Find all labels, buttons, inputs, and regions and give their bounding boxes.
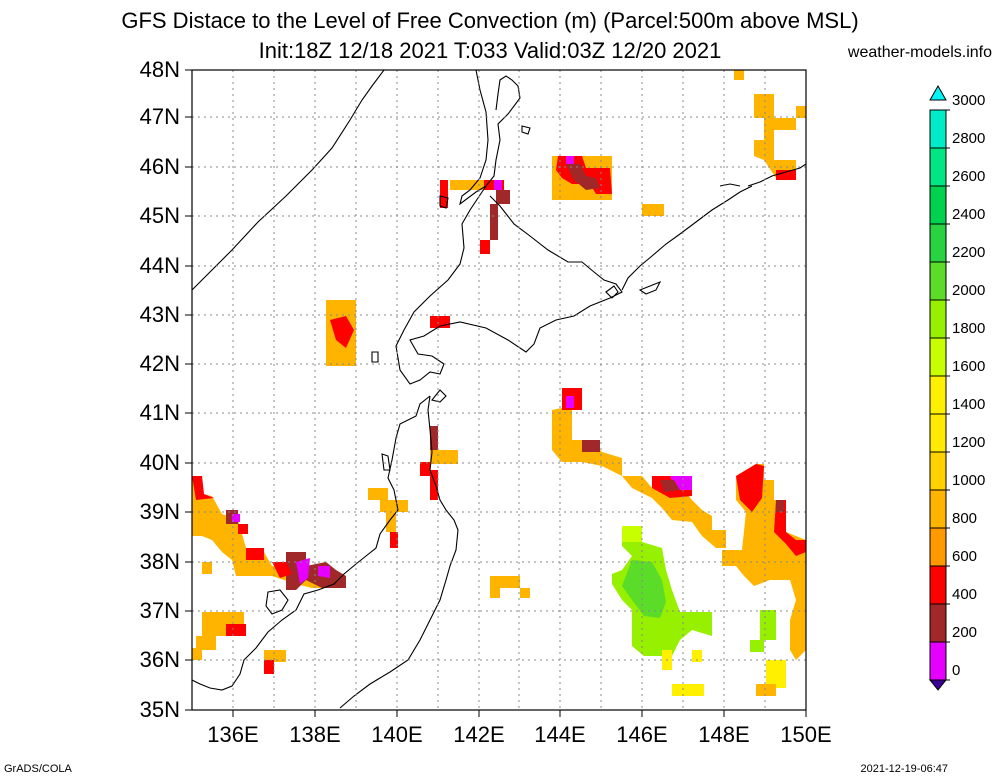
colorbar-label: 400 — [952, 586, 978, 603]
colorbar — [928, 84, 950, 691]
grid-layer — [192, 70, 806, 710]
colorbar-label: 2000 — [952, 282, 986, 299]
lon-label: 146E — [616, 722, 668, 747]
colorbar-label: 2200 — [952, 244, 986, 261]
coastline-layer — [192, 70, 806, 709]
colorbar-label: 2600 — [952, 168, 986, 185]
lon-label: 150E — [780, 722, 832, 747]
lat-label: 39N — [139, 499, 180, 524]
footer-left: GrADS/COLA — [4, 763, 72, 775]
colorbar-label: 1000 — [952, 472, 986, 489]
colorbar-label: 2800 — [952, 130, 986, 147]
colorbar-label: 800 — [952, 510, 978, 527]
lon-label: 140E — [371, 722, 423, 747]
lat-label: 36N — [139, 647, 180, 672]
colorbar-label: 2400 — [952, 206, 986, 223]
colorbar-label: 600 — [952, 548, 978, 565]
lat-label: 43N — [139, 302, 180, 327]
lat-label: 40N — [139, 450, 180, 475]
colorbar-label: 3000 — [952, 92, 986, 109]
colorbar-label: 200 — [952, 624, 978, 641]
lat-label: 41N — [139, 400, 180, 425]
colorbar-label: 0 — [952, 662, 961, 679]
lat-label: 37N — [139, 598, 180, 623]
colorbar-label: 1400 — [952, 396, 986, 413]
lat-label: 47N — [139, 104, 180, 129]
lat-label: 42N — [139, 351, 180, 376]
tick-marks — [185, 69, 807, 717]
lat-label: 35N — [139, 697, 180, 722]
shading-layer — [192, 70, 806, 696]
chart-title: GFS Distace to the Level of Free Convect… — [121, 8, 859, 33]
site-label: weather-models.info — [847, 44, 992, 61]
lat-label: 44N — [139, 253, 180, 278]
lon-label: 144E — [534, 722, 586, 747]
colorbar-label: 1600 — [952, 358, 986, 375]
colorbar-label: 1800 — [952, 320, 986, 337]
lat-label: 46N — [139, 154, 180, 179]
colorbar-label: 1200 — [952, 434, 986, 451]
lon-label: 142E — [453, 722, 505, 747]
lat-label: 48N — [139, 57, 180, 82]
plot-frame — [191, 69, 807, 711]
lon-label: 138E — [289, 722, 341, 747]
lat-label: 45N — [139, 203, 180, 228]
lon-label: 136E — [207, 722, 259, 747]
lat-label: 38N — [139, 549, 180, 574]
lon-label: 148E — [698, 722, 750, 747]
footer-timestamp: 2021-12-19-06:47 — [860, 763, 948, 775]
chart-subtitle: Init:18Z 12/18 2021 T:033 Valid:03Z 12/2… — [258, 38, 722, 63]
